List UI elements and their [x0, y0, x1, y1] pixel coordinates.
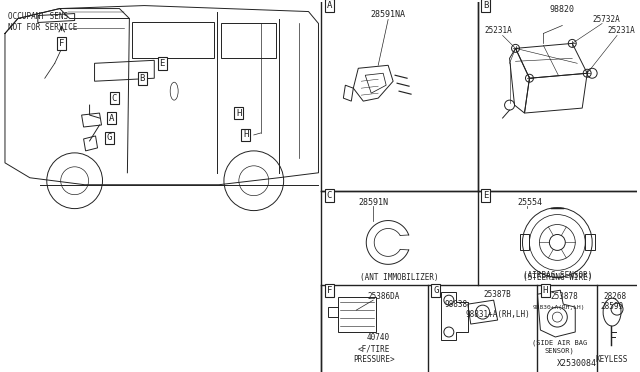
Text: A: A [327, 1, 332, 10]
Text: F: F [59, 39, 65, 48]
Text: 98830+A(RH,LH): 98830+A(RH,LH) [533, 305, 586, 310]
Text: 28599: 28599 [600, 302, 623, 311]
Text: 25386DA: 25386DA [367, 292, 399, 301]
Text: (AIRBAG SENSOR): (AIRBAG SENSOR) [523, 271, 592, 280]
Text: 40740: 40740 [367, 333, 390, 342]
Text: H: H [236, 109, 241, 118]
Text: E: E [159, 59, 165, 68]
Text: 25231A: 25231A [607, 26, 635, 35]
Text: 28591NA: 28591NA [371, 10, 406, 19]
Text: E: E [483, 191, 488, 200]
Text: (STEERING WIRE): (STEERING WIRE) [523, 273, 592, 282]
Text: OCCUPANT SENS
NOT FOR SERVICE: OCCUPANT SENS NOT FOR SERVICE [8, 12, 77, 32]
Text: 253878: 253878 [550, 292, 578, 301]
Text: G: G [433, 286, 438, 295]
Text: H: H [243, 131, 248, 140]
Text: 98820: 98820 [550, 4, 575, 13]
Text: 98838: 98838 [444, 300, 467, 309]
Text: H: H [543, 286, 548, 295]
Text: (ANT IMMOBILIZER): (ANT IMMOBILIZER) [360, 273, 438, 282]
Text: 28591N: 28591N [358, 198, 388, 206]
Text: C: C [112, 94, 117, 103]
Text: 98831+A(RH,LH): 98831+A(RH,LH) [465, 310, 530, 319]
Text: C: C [327, 191, 332, 200]
Text: F: F [327, 286, 332, 295]
Text: 25387B: 25387B [484, 290, 511, 299]
Text: KEYLESS: KEYLESS [596, 355, 628, 364]
Text: X2530084: X2530084 [557, 359, 597, 368]
Text: B: B [140, 74, 145, 83]
Text: 28268: 28268 [604, 292, 627, 301]
Text: (SIDE AIR BAG
SENSOR): (SIDE AIR BAG SENSOR) [532, 340, 587, 354]
Text: <F/TIRE
PRESSURE>: <F/TIRE PRESSURE> [353, 344, 395, 364]
Text: 25554: 25554 [518, 198, 543, 206]
Text: 25231A: 25231A [484, 26, 513, 35]
Text: A: A [109, 113, 114, 122]
Text: 25732A: 25732A [592, 15, 620, 23]
Text: B: B [483, 1, 488, 10]
Text: G: G [107, 134, 112, 142]
